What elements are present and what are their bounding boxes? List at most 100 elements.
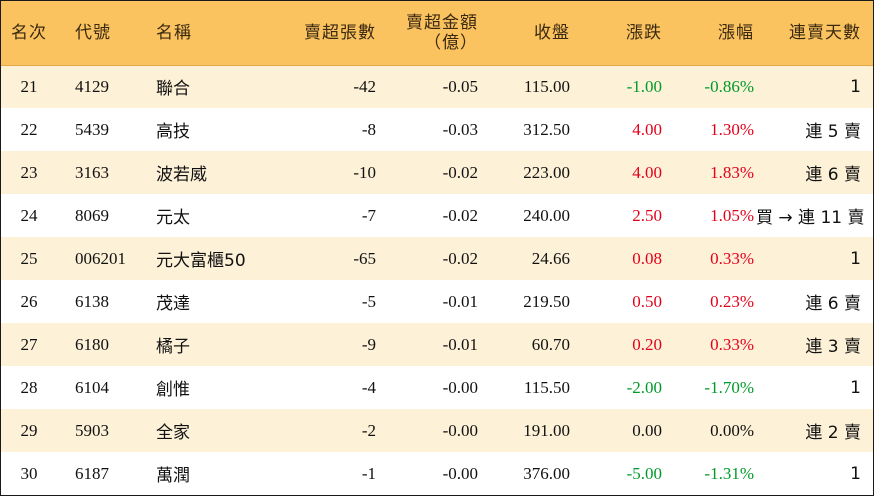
cell-name: 高技 [156,122,190,142]
header-change: 漲跌 [571,1,663,66]
table-row: 26 6138 茂達 -5 -0.01 219.50 0.50 0.23% 連 6 賣 [1,280,873,323]
cell-net-sell-amount: -0.00 [442,463,478,483]
cell-net-sell-volume: -5 [361,291,376,311]
cell-consecutive-sell-days: 1 [850,76,861,97]
table-row: 21 4129 聯合 -42 -0.05 115.00 -1.00 -0.86% 1 [1,65,873,108]
header-net-sell-amount-line1: 賣超金額 [406,12,478,33]
cell-name: 萬潤 [156,466,190,486]
cell-consecutive-sell-days: 連 3 賣 [805,337,861,357]
header-close: 收盤 [479,1,571,66]
cell-close: 115.00 [523,76,570,96]
cell-code: 5903 [75,420,109,440]
cell-net-sell-volume: -10 [353,162,376,182]
cell-consecutive-sell-days: 連 6 賣 [805,165,861,185]
cell-change: -2.00 [626,377,662,397]
cell-consecutive-sell-days: 連 2 賣 [805,423,861,443]
cell-close: 191.00 [523,420,570,440]
cell-change: 4.00 [632,119,662,139]
cell-change-pct: 0.23% [710,291,754,311]
header-net-sell-volume: 賣超張數 [267,1,377,66]
cell-code: 4129 [75,76,109,96]
cell-change: 2.50 [632,205,662,225]
cell-net-sell-volume: -8 [361,119,376,139]
cell-net-sell-volume: -9 [361,334,376,354]
header-rank: 名次 [1,1,57,66]
cell-net-sell-amount: -0.01 [442,334,478,354]
cell-code: 6104 [75,377,109,397]
cell-change-pct: 0.00% [710,420,754,440]
cell-close: 24.66 [531,248,570,268]
cell-rank: 30 [20,463,38,483]
cell-net-sell-volume: -65 [353,248,376,268]
cell-net-sell-amount: -0.05 [442,76,478,96]
cell-name: 元大富櫃50 [156,251,246,271]
cell-close: 115.50 [523,377,570,397]
cell-name: 聯合 [156,79,190,100]
cell-name: 元太 [156,208,190,228]
header-code: 代號 [57,1,156,66]
table-row: 25 006201 元大富櫃50 -65 -0.02 24.66 0.08 0.33% 1 [1,237,873,280]
cell-name: 茂達 [156,294,190,314]
cell-code: 5439 [75,119,109,139]
cell-name: 波若威 [156,165,207,185]
cell-name: 橘子 [156,337,190,357]
cell-net-sell-volume: -1 [361,463,376,483]
cell-change: -5.00 [626,463,662,483]
table-row: 28 6104 創惟 -4 -0.00 115.50 -2.00 -1.70% 1 [1,366,873,409]
cell-code: 3163 [75,162,109,182]
cell-rank: 23 [20,162,38,182]
cell-close: 219.50 [523,291,570,311]
header-change-pct: 漲幅 [663,1,755,66]
cell-consecutive-sell-days: 連 5 賣 [805,122,861,142]
cell-change: -1.00 [626,76,662,96]
table-body: 21 4129 聯合 -42 -0.05 115.00 -1.00 -0.86% 1 22 5439… [1,65,873,495]
cell-change: 0.50 [632,291,662,311]
cell-net-sell-amount: -0.02 [442,205,478,225]
cell-change: 0.00 [632,420,662,440]
cell-change-pct: 1.30% [710,119,754,139]
cell-change-pct: 1.05% [710,205,754,225]
table-header: 名次 代號 名稱 賣超張數 賣超金額 （億） 收盤 漲跌 漲幅 連賣天數 [1,1,873,66]
cell-change-pct: -0.86% [704,76,754,96]
cell-rank: 29 [20,420,38,440]
cell-name: 全家 [156,423,190,443]
header-row: 名次 代號 名稱 賣超張數 賣超金額 （億） 收盤 漲跌 漲幅 連賣天數 [1,1,873,66]
cell-code: 6180 [75,334,109,354]
cell-consecutive-sell-days: 連 6 賣 [805,294,861,314]
cell-rank: 22 [20,119,38,139]
header-net-sell-amount: 賣超金額 （億） [377,1,479,66]
cell-net-sell-amount: -0.03 [442,119,478,139]
cell-change-pct: -1.31% [704,463,754,483]
cell-net-sell-amount: -0.02 [442,248,478,268]
cell-net-sell-amount: -0.02 [442,162,478,182]
cell-net-sell-volume: -7 [361,205,376,225]
cell-net-sell-volume: -4 [361,377,376,397]
cell-change: 0.08 [632,248,662,268]
cell-rank: 28 [20,377,38,397]
cell-net-sell-amount: -0.00 [442,420,478,440]
cell-change-pct: 0.33% [710,248,754,268]
cell-rank: 27 [20,334,38,354]
cell-close: 240.00 [523,205,570,225]
cell-change-pct: -1.70% [704,377,754,397]
table-row: 22 5439 高技 -8 -0.03 312.50 4.00 1.30% 連 5 賣 [1,108,873,151]
header-consecutive-sell-days: 連賣天數 [755,1,873,66]
cell-consecutive-sell-days: 1 [850,248,861,269]
cell-close: 223.00 [523,162,570,182]
cell-net-sell-amount: -0.00 [442,377,478,397]
cell-rank: 24 [20,205,38,225]
cell-net-sell-volume: -42 [353,76,376,96]
cell-consecutive-sell-days: 1 [850,377,861,398]
cell-change: 4.00 [632,162,662,182]
header-net-sell-amount-line2: （億） [424,32,478,53]
cell-change-pct: 0.33% [710,334,754,354]
cell-close: 60.70 [531,334,570,354]
header-name: 名稱 [156,1,267,66]
cell-change-pct: 1.83% [710,162,754,182]
cell-code: 6187 [75,463,109,483]
cell-code: 8069 [75,205,109,225]
table-row: 24 8069 元太 -7 -0.02 240.00 2.50 1.05% 買 → 連 11 賣 [1,194,873,237]
cell-name: 創惟 [156,380,190,400]
cell-close: 312.50 [523,119,570,139]
